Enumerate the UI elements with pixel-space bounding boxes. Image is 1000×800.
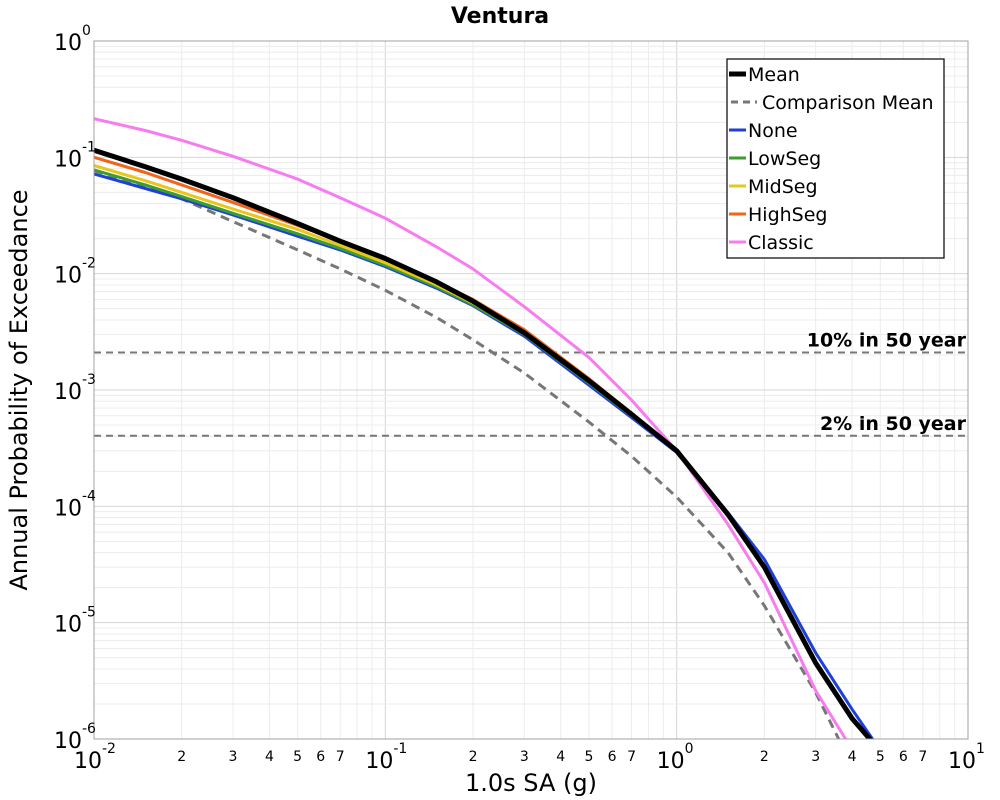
x-minor-tick-label: 4 <box>848 749 857 765</box>
x-minor-tick-label: 2 <box>469 749 478 765</box>
legend-label-highseg: HighSeg <box>748 204 827 226</box>
legend-label-lowseg: LowSeg <box>748 148 821 170</box>
x-tick-exponent: 1 <box>976 741 985 757</box>
reference-line-label: 10% in 50 year <box>807 330 967 352</box>
chart-title: Ventura <box>451 4 549 29</box>
x-tick-exponent: 0 <box>685 741 694 757</box>
y-tick-exponent: -4 <box>82 488 96 504</box>
series-line-classic <box>94 117 848 739</box>
x-minor-tick-label: 3 <box>811 749 820 765</box>
x-axis-label: 1.0s SA (g) <box>465 769 597 797</box>
x-minor-tick-label: 6 <box>316 749 325 765</box>
x-minor-tick-label: 4 <box>265 749 274 765</box>
x-tick-exponent: -1 <box>393 741 407 757</box>
plot-frame <box>93 40 969 740</box>
x-minor-tick-label: 5 <box>876 749 885 765</box>
x-minor-tick-label: 2 <box>760 749 769 765</box>
y-tick-exponent: -3 <box>82 372 96 388</box>
x-minor-tick-label: 6 <box>608 749 617 765</box>
y-tick-exponent: -1 <box>82 139 96 155</box>
legend-label-classic: Classic <box>748 232 814 254</box>
x-tick-exponent: -2 <box>102 741 116 757</box>
x-minor-tick-label: 3 <box>520 749 529 765</box>
series-line-mean <box>94 147 873 739</box>
legend-box <box>726 58 945 259</box>
x-minor-tick-label: 2 <box>177 749 186 765</box>
reference-lines: 10% in 50 year 2% in 50 year <box>94 330 968 437</box>
x-minor-tick-label: 3 <box>229 749 238 765</box>
x-minor-tick-label: 7 <box>918 749 927 765</box>
x-minor-tick-label: 5 <box>585 749 594 765</box>
x-minor-tick-label: 4 <box>556 749 565 765</box>
legend-label-comparison-mean: Comparison Mean <box>762 92 934 114</box>
legend-label-midseg: MidSeg <box>748 176 818 198</box>
x-minor-tick-label: 5 <box>293 749 302 765</box>
x-minor-tick-label: 7 <box>336 749 345 765</box>
series-line-comparison-mean <box>94 169 841 739</box>
reference-line-label: 2% in 50 year <box>820 413 967 435</box>
x-minor-tick-label: 6 <box>899 749 908 765</box>
y-tick-exponent: 0 <box>82 23 91 39</box>
series-layer <box>94 117 874 739</box>
x-minor-tick-label: 7 <box>627 749 636 765</box>
y-axis-label: Annual Probability of Exceedance <box>5 189 33 590</box>
y-tick-exponent: -5 <box>82 605 96 621</box>
y-tick-exponent: -6 <box>82 721 96 737</box>
legend: Mean Comparison Mean None LowSeg MidSeg HighS… <box>726 58 945 259</box>
legend-label-none: None <box>748 120 798 142</box>
y-tick-exponent: -2 <box>82 256 96 272</box>
legend-label-mean: Mean <box>748 64 800 86</box>
